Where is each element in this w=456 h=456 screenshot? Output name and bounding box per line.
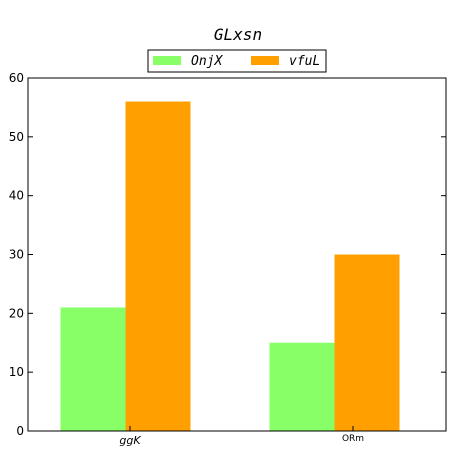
x-tick-label-1: ORm (342, 434, 364, 444)
bar-onjx-orm (269, 342, 335, 431)
y-tick-label-6: 60 (9, 71, 24, 85)
plot-frame (27, 77, 447, 432)
bar-onjx-ggk (60, 307, 126, 431)
y-tick-label-5: 50 (9, 130, 24, 144)
chart-title: GLxsn (214, 25, 262, 44)
bar-vful-orm (334, 254, 400, 431)
bars-group (60, 101, 400, 432)
legend-swatch-vful (251, 56, 279, 65)
legend-label-vful: vfuL (289, 54, 320, 69)
x-tick-label-0: ggK (119, 434, 141, 447)
x-axis-ticks: ggK ORm (119, 426, 364, 447)
y-axis-ticks: 0 10 20 30 40 50 60 (9, 71, 446, 438)
legend-swatch-onjx (153, 56, 181, 65)
y-tick-label-3: 30 (9, 248, 24, 262)
y-tick-label-0: 0 (16, 424, 24, 438)
legend: OnjX vfuL (147, 49, 327, 73)
bar-vful-ggk (125, 101, 191, 432)
y-tick-label-2: 20 (9, 306, 24, 320)
legend-label-onjx: OnjX (191, 54, 223, 69)
y-tick-label-1: 10 (9, 365, 24, 379)
legend-frame (147, 49, 327, 73)
y-tick-label-4: 40 (9, 189, 24, 203)
